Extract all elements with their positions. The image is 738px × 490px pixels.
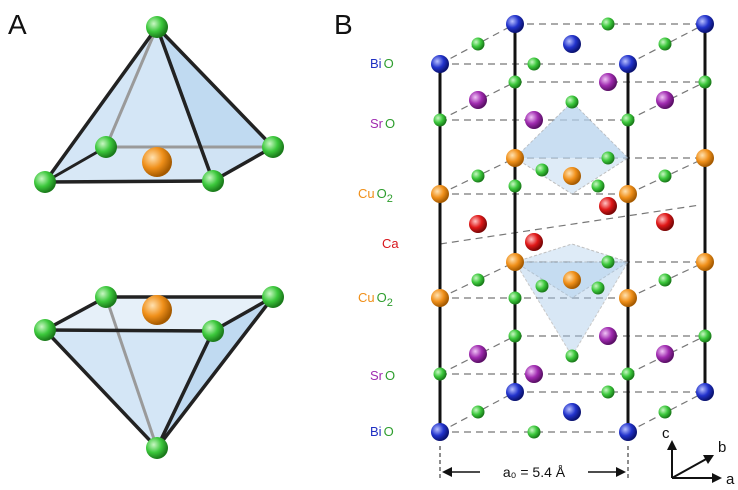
o-atom	[601, 151, 615, 165]
axis-b-label: b	[718, 439, 726, 456]
cu-atom	[506, 149, 524, 167]
sr-atom	[469, 91, 487, 109]
o-atom	[508, 291, 522, 305]
oxygen-atom	[95, 286, 117, 308]
o-atom	[591, 281, 605, 295]
oxygen-atom	[262, 136, 284, 158]
layer-label-sro-bottom: Sr O	[370, 368, 395, 383]
o-atom	[535, 279, 549, 293]
oxygen-atom	[146, 437, 168, 459]
o-atom	[527, 57, 541, 71]
o-atom	[565, 95, 579, 109]
cu-atom	[431, 289, 449, 307]
o-atom	[698, 329, 712, 343]
pyramid-bottom	[34, 286, 284, 459]
bi-atom	[506, 383, 524, 401]
layer-label-bio-top: Bi O	[370, 56, 394, 71]
oxygen-atom	[262, 286, 284, 308]
o-atom	[621, 113, 635, 127]
o-atom	[508, 179, 522, 193]
bi-atom	[431, 423, 449, 441]
layer-label-ca: Ca	[382, 236, 399, 251]
cu-atom	[142, 295, 172, 325]
cu-pyramids	[513, 101, 630, 357]
sr-atom	[599, 73, 617, 91]
axes-indicator	[667, 440, 722, 483]
bi-atom	[563, 35, 581, 53]
atoms	[431, 15, 714, 441]
sr-atom	[599, 327, 617, 345]
cu-atom	[506, 253, 524, 271]
bi-atom	[431, 55, 449, 73]
lattice-constant-label: a₀ = 5.4 Å	[503, 464, 566, 480]
o-atom	[508, 75, 522, 89]
layer-label-cuo2-bottom: Cu O2	[358, 290, 393, 309]
sr-atom	[656, 345, 674, 363]
cu-atom	[563, 271, 581, 289]
o-atom	[433, 367, 447, 381]
bi-atom	[619, 423, 637, 441]
oxygen-atom	[202, 170, 224, 192]
ca-atom	[469, 215, 487, 233]
o-atom	[471, 273, 485, 287]
bi-atom	[506, 15, 524, 33]
cu-atom	[431, 185, 449, 203]
o-atom	[471, 37, 485, 51]
oxygen-atom	[202, 320, 224, 342]
pyramid-top	[34, 16, 284, 193]
bi-atom	[619, 55, 637, 73]
layer-labels: Bi O Sr O Cu O2 Ca Cu O2 Sr O Bi O	[358, 56, 399, 439]
o-atom	[527, 425, 541, 439]
cu-atom	[619, 185, 637, 203]
axis-c-label: c	[662, 425, 670, 442]
o-atom	[471, 405, 485, 419]
sr-atom	[469, 345, 487, 363]
o-atom	[658, 37, 672, 51]
sr-atom	[656, 91, 674, 109]
o-atom	[658, 405, 672, 419]
o-atom	[565, 349, 579, 363]
oxygen-atom	[34, 171, 56, 193]
o-atom	[433, 113, 447, 127]
sr-atom	[525, 111, 543, 129]
panel-a-label: A	[8, 9, 27, 40]
o-atom	[658, 273, 672, 287]
cu-atom	[696, 149, 714, 167]
o-atom	[621, 367, 635, 381]
oxygen-atom	[146, 16, 168, 38]
o-atom	[601, 255, 615, 269]
cu-atom	[696, 253, 714, 271]
oxygen-atom	[34, 319, 56, 341]
cu-atom	[619, 289, 637, 307]
panel-b-label: B	[334, 9, 353, 40]
sr-atom	[525, 365, 543, 383]
o-atom	[658, 169, 672, 183]
ca-atom	[599, 197, 617, 215]
o-atom	[471, 169, 485, 183]
bi-atom	[696, 15, 714, 33]
o-atom	[601, 385, 615, 399]
o-atom	[601, 17, 615, 31]
lattice-dimension: a₀ = 5.4 Å	[439, 446, 629, 481]
layer-label-sro-top: Sr O	[370, 116, 395, 131]
bi-atom	[563, 403, 581, 421]
o-atom	[591, 179, 605, 193]
cu-atom	[563, 167, 581, 185]
axis-a-label: a	[726, 471, 735, 488]
layer-label-cuo2-top: Cu O2	[358, 186, 393, 205]
layer-label-bio-bottom: Bi O	[370, 424, 394, 439]
ca-atom	[525, 233, 543, 251]
o-atom	[698, 75, 712, 89]
cu-atom	[142, 147, 172, 177]
oxygen-atom	[95, 136, 117, 158]
ca-atom	[656, 213, 674, 231]
o-atom	[535, 163, 549, 177]
bi-atom	[696, 383, 714, 401]
o-atom	[508, 329, 522, 343]
